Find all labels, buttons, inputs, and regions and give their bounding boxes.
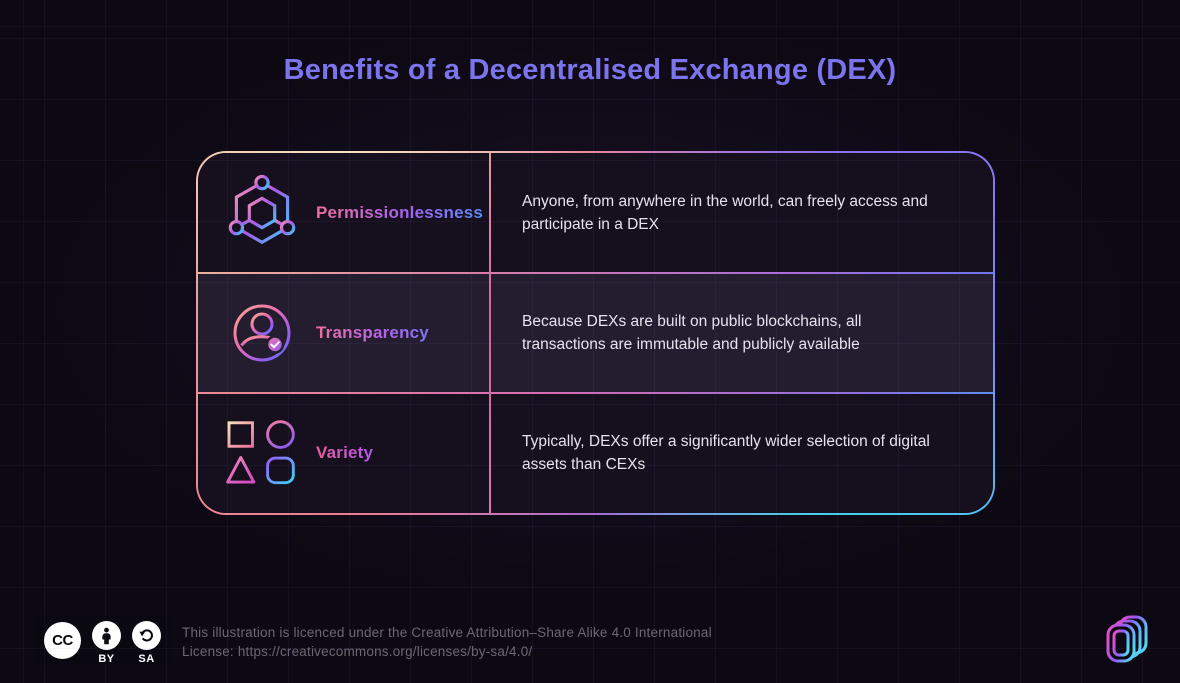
cc-by-badge: BY xyxy=(92,621,121,665)
benefits-table: Permissionlessness Anyone, from anywhere… xyxy=(196,151,995,515)
cc-by-label: BY xyxy=(98,653,115,665)
cc-icon: CC xyxy=(44,621,81,659)
desc-cell: Anyone, from anywhere in the world, can … xyxy=(489,153,993,273)
user-verified-icon xyxy=(222,301,302,365)
cc-by-icon xyxy=(92,621,121,650)
hexagon-network-icon xyxy=(222,174,302,252)
column-divider xyxy=(489,153,491,513)
row-label: Variety xyxy=(316,443,374,462)
brand-logo-icon xyxy=(1101,612,1153,670)
cc-sa-label: SA xyxy=(138,653,155,665)
row-divider xyxy=(198,272,993,274)
row-description: Typically, DEXs offer a significantly wi… xyxy=(522,433,930,473)
table-row: Variety Typically, DEXs offer a signific… xyxy=(198,393,993,513)
label-cell-transparency: Transparency xyxy=(198,273,489,393)
desc-cell: Typically, DEXs offer a significantly wi… xyxy=(489,393,993,513)
label-cell-variety: Variety xyxy=(198,393,489,513)
shapes-icon xyxy=(222,420,302,486)
page-title: Benefits of a Decentralised Exchange (DE… xyxy=(283,54,897,86)
cc-sa-icon xyxy=(132,621,161,650)
row-description: Because DEXs are built on public blockch… xyxy=(522,313,862,353)
table-row: Transparency Because DEXs are built on p… xyxy=(198,273,993,393)
benefits-table-inner: Permissionlessness Anyone, from anywhere… xyxy=(198,153,993,513)
row-label: Permissionlessness xyxy=(316,203,484,222)
license-line-1: This illustration is licenced under the … xyxy=(182,625,712,640)
row-description: Anyone, from anywhere in the world, can … xyxy=(522,193,928,233)
table-row: Permissionlessness Anyone, from anywhere… xyxy=(198,153,993,273)
license-line-2: License: https://creativecommons.org/lic… xyxy=(182,644,533,659)
desc-cell: Because DEXs are built on public blockch… xyxy=(489,273,993,393)
row-label: Transparency xyxy=(316,323,429,342)
label-cell-permissionlessness: Permissionlessness xyxy=(198,153,489,273)
cc-license-badges: CC BY SA xyxy=(35,614,171,666)
cc-sa-badge: SA xyxy=(132,621,161,665)
license-text: This illustration is licenced under the … xyxy=(182,623,712,661)
row-divider xyxy=(198,392,993,394)
